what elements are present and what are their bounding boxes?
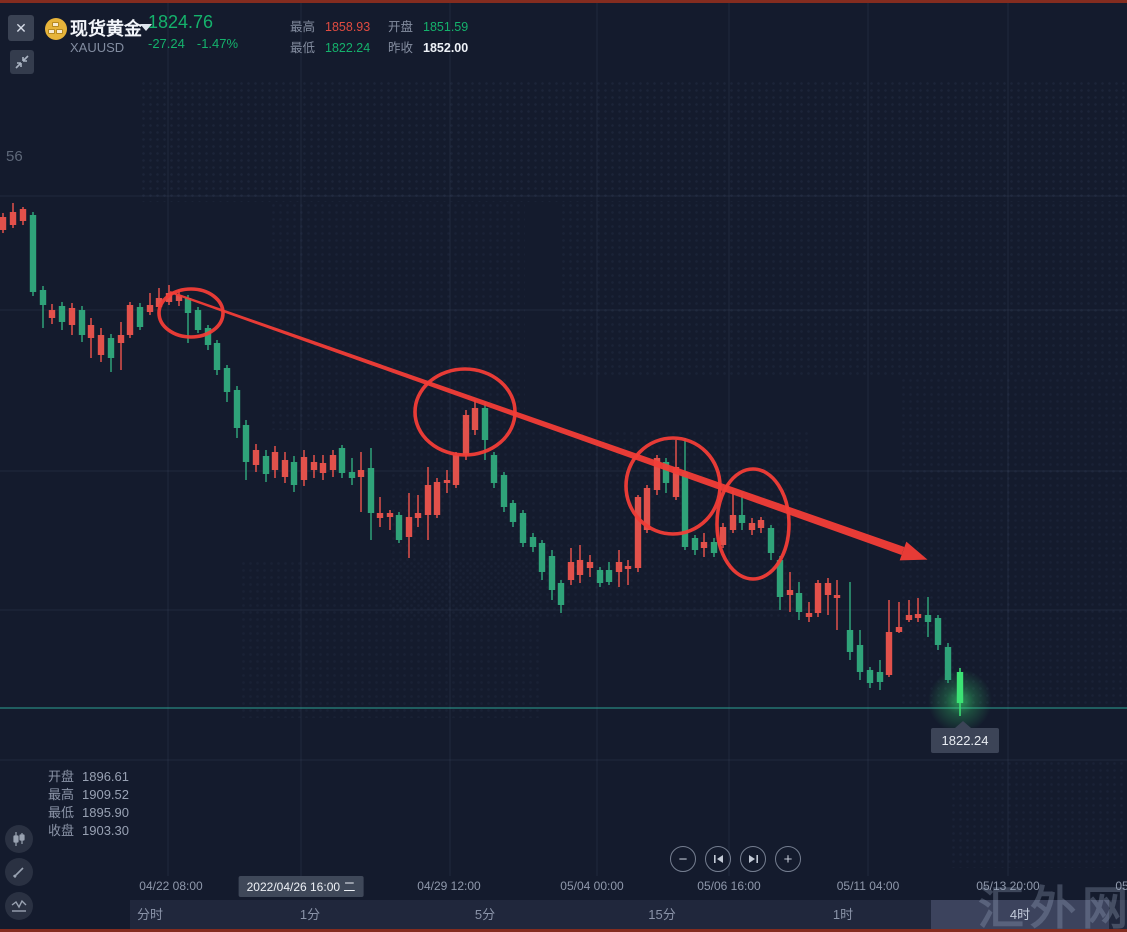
time-axis-label: 04/22 08:00 <box>139 879 203 893</box>
zoom-in-button[interactable]: + <box>775 846 801 872</box>
skip-to-start-button[interactable] <box>705 846 731 872</box>
legend-low: 最低 1895.90 <box>48 805 130 820</box>
map-dots <box>240 560 540 718</box>
collapse-chart-button[interactable] <box>10 50 34 74</box>
timeframe-tab-5分[interactable]: 5分 <box>474 907 496 922</box>
symbol-name[interactable]: 现货黄金 <box>70 19 142 39</box>
map-dots <box>270 202 525 430</box>
skip-end-icon <box>748 855 758 863</box>
last-price: 1824.76 <box>148 12 214 32</box>
active-tab-highlight <box>931 900 1109 929</box>
pencil-icon <box>12 867 24 879</box>
time-axis-crosshair-label: 2022/04/26 16:00 二 <box>238 876 364 897</box>
current-price-tooltip: 1822.24 <box>931 721 999 753</box>
map-dots <box>560 202 1127 377</box>
map-dots <box>950 760 1127 868</box>
line-chart-mode-button[interactable] <box>5 892 33 920</box>
timeframe-tab-4时[interactable]: 4时 <box>1009 907 1031 922</box>
price-scale-fragment: 56 <box>6 148 23 165</box>
draw-tool-button[interactable] <box>5 858 33 886</box>
change-percent: -1.47% <box>196 36 239 51</box>
change-value: -27.24 <box>148 36 185 51</box>
line-chart-icon <box>11 899 27 912</box>
stat-high: 最高 1858.93 <box>290 20 371 34</box>
timeframe-tab-15分[interactable]: 15分 <box>648 907 676 922</box>
timeframe-tab-分时[interactable]: 分时 <box>136 907 164 922</box>
skip-start-icon <box>713 855 723 863</box>
stat-low: 最低 1822.24 <box>290 41 371 55</box>
gold-coin-icon <box>45 18 67 40</box>
bottom-red-border <box>0 929 1127 932</box>
timeframe-tabbar: 分时 1分 5分 15分 1时 4时 <box>130 900 1127 929</box>
candlestick-mode-button[interactable] <box>5 825 33 853</box>
symbol-code: XAUUSD <box>70 40 125 55</box>
collapse-arrows-icon <box>15 55 29 69</box>
tooltip-notch <box>955 721 971 728</box>
watermark: 汇外网 <box>978 882 1127 932</box>
candlestick-icon <box>13 832 25 846</box>
time-axis-label: 05/13 20:00 <box>976 879 1040 893</box>
skip-to-end-button[interactable] <box>740 846 766 872</box>
zoom-out-button[interactable]: − <box>670 846 696 872</box>
time-axis-label: 05/06 16:00 <box>697 879 761 893</box>
stat-open: 开盘 1851.59 <box>388 20 469 34</box>
ohlc-legend: 开盘 1896.61 最高 1909.52 最低 1895.90 收盘 1903.30 <box>48 768 129 840</box>
map-dots <box>140 80 1127 202</box>
top-red-border <box>0 0 1127 3</box>
time-axis-label: 05/04 00:00 <box>560 879 624 893</box>
time-axis-label: 04/29 12:00 <box>417 879 481 893</box>
time-axis-label: 05 <box>1115 879 1127 893</box>
timeframe-tab-1时[interactable]: 1时 <box>832 907 854 922</box>
map-dots <box>900 377 1127 707</box>
time-axis[interactable]: 04/22 08:00 2022/04/26 16:00 二 04/29 12:00… <box>0 876 1127 898</box>
time-axis-label: 05/11 04:00 <box>836 879 900 893</box>
chevron-down-icon[interactable] <box>140 24 152 31</box>
timeframe-tab-1分[interactable]: 1分 <box>299 907 321 922</box>
stat-prev-close: 昨收 1852.00 <box>388 41 469 55</box>
close-button[interactable]: ✕ <box>8 15 34 41</box>
legend-close: 收盘 1903.30 <box>48 823 130 838</box>
legend-high: 最高 1909.52 <box>48 787 130 802</box>
legend-open: 开盘 1896.61 <box>48 769 130 784</box>
price-change: -27.24 -1.47% <box>148 36 250 51</box>
